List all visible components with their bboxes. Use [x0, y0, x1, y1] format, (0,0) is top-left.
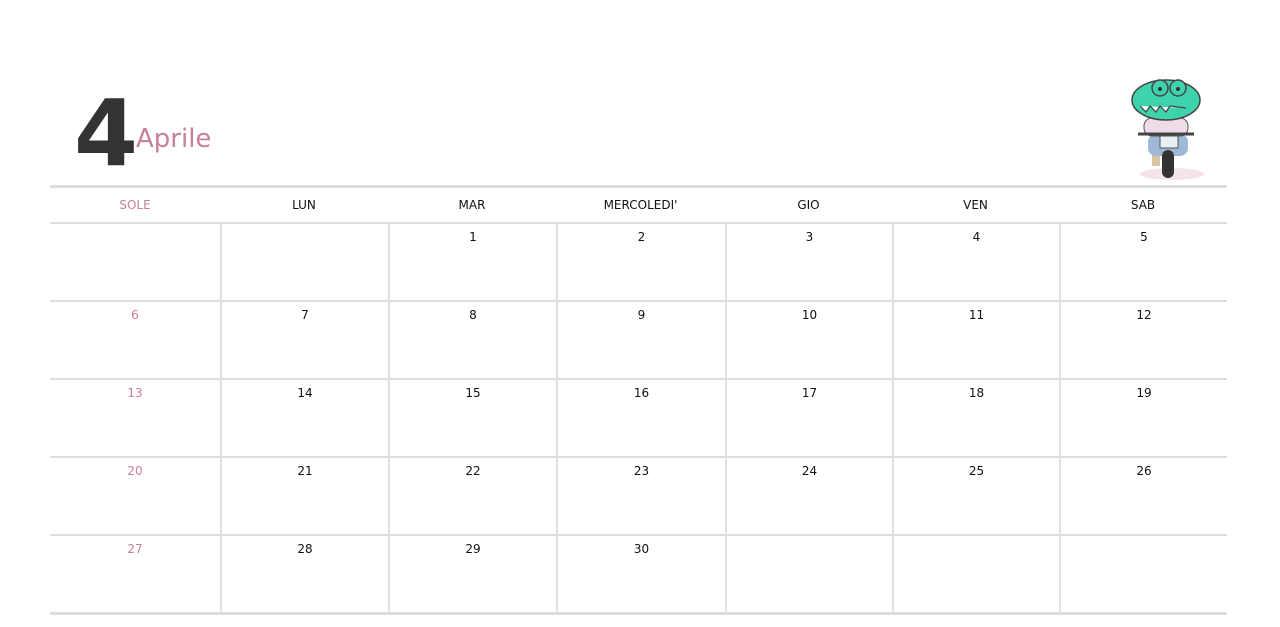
- day-cell[interactable]: 6: [50, 302, 220, 380]
- month-number: 4: [74, 80, 139, 187]
- day-cell[interactable]: 11: [892, 302, 1059, 380]
- day-cell[interactable]: [892, 536, 1059, 615]
- day-cell[interactable]: 1: [388, 224, 556, 302]
- day-cell[interactable]: 3: [725, 224, 892, 302]
- day-cell[interactable]: 20: [50, 458, 220, 536]
- day-cell[interactable]: [220, 224, 388, 302]
- day-cell[interactable]: 7: [220, 302, 388, 380]
- day-cell[interactable]: 24: [725, 458, 892, 536]
- weekday-label: SAB: [1130, 198, 1156, 212]
- day-cell[interactable]: 27: [50, 536, 220, 615]
- day-cell[interactable]: 21: [220, 458, 388, 536]
- day-cell[interactable]: 22: [388, 458, 556, 536]
- weekday-label: VEN: [963, 198, 988, 212]
- day-cell[interactable]: 17: [725, 380, 892, 458]
- weekday-label: GIO: [797, 198, 820, 212]
- day-cell[interactable]: 12: [1059, 302, 1227, 380]
- calendar-grid: 1 2 3 4 5 6 7 8 9 10 11 12 13 14 15 16 17 18 19 20 21 22 23 24 2…: [50, 224, 1227, 615]
- day-cell[interactable]: 19: [1059, 380, 1227, 458]
- day-cell[interactable]: [725, 536, 892, 615]
- day-cell[interactable]: 30: [556, 536, 725, 615]
- day-cell[interactable]: [50, 224, 220, 302]
- day-cell[interactable]: 26: [1059, 458, 1227, 536]
- weekday-header: SOLE LUN MAR MERCOLEDI' GIO VEN SAB: [50, 185, 1227, 224]
- day-cell[interactable]: 18: [892, 380, 1059, 458]
- day-cell[interactable]: 10: [725, 302, 892, 380]
- day-cell[interactable]: 14: [220, 380, 388, 458]
- weekday-label: SOLE: [119, 198, 151, 212]
- day-cell[interactable]: 2: [556, 224, 725, 302]
- day-cell[interactable]: 5: [1059, 224, 1227, 302]
- weekday-label: MERCOLEDI': [603, 198, 678, 212]
- day-cell[interactable]: 25: [892, 458, 1059, 536]
- crocodile-mascot-icon: [1131, 79, 1204, 180]
- day-cell[interactable]: 23: [556, 458, 725, 536]
- day-cell[interactable]: 16: [556, 380, 725, 458]
- day-cell[interactable]: 15: [388, 380, 556, 458]
- day-cell[interactable]: 9: [556, 302, 725, 380]
- month-name: Aprile: [136, 124, 212, 154]
- day-cell[interactable]: 8: [388, 302, 556, 380]
- day-cell[interactable]: 28: [220, 536, 388, 615]
- weekday-label: MAR: [458, 198, 486, 212]
- day-cell[interactable]: 29: [388, 536, 556, 615]
- weekday-label: LUN: [292, 198, 316, 212]
- day-cell[interactable]: 13: [50, 380, 220, 458]
- day-cell[interactable]: 4: [892, 224, 1059, 302]
- day-cell[interactable]: [1059, 536, 1227, 615]
